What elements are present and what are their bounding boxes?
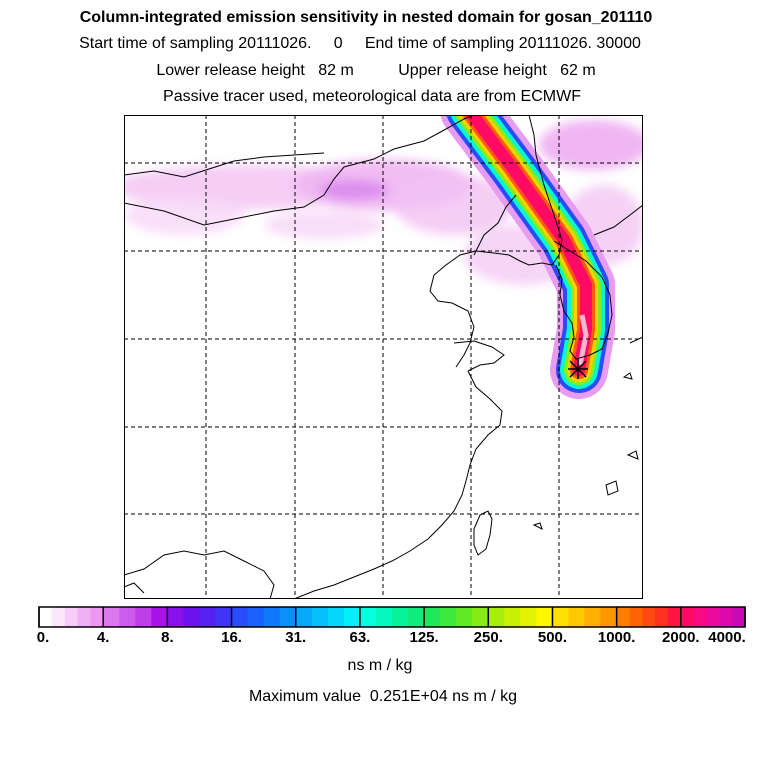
colorbar-swatch — [472, 607, 489, 627]
colorbar-swatch — [732, 607, 746, 627]
colorbar-tick-label: 8. — [161, 629, 174, 646]
colorbar-tick-label: 125. — [409, 629, 439, 646]
colorbar-swatch — [440, 607, 457, 627]
release-heights: Lower release height 82 m Upper release … — [156, 62, 596, 79]
colorbar-units: ns m / kg — [347, 657, 413, 674]
colorbar-tick-label: 63. — [349, 629, 371, 646]
colorbar-swatch — [629, 607, 643, 627]
colorbar-swatch — [231, 607, 249, 627]
colorbar-swatch — [552, 607, 569, 627]
colorbar-swatch — [642, 607, 656, 627]
colorbar-swatch — [568, 607, 586, 627]
sensitivity-field-low — [124, 120, 643, 285]
colorbar-swatch — [536, 607, 553, 627]
colorbar-swatch — [424, 607, 441, 627]
colorbar-swatch — [600, 607, 618, 627]
colorbar-swatch — [680, 607, 695, 627]
colorbar-swatch — [375, 607, 393, 627]
colorbar-swatch — [311, 607, 329, 627]
colorbar-tick-label: 4. — [96, 629, 110, 646]
colorbar-tick-label: 500. — [537, 629, 568, 646]
colorbar-swatch — [667, 607, 682, 627]
colorbar-swatch — [199, 607, 216, 627]
grid-lines — [124, 115, 643, 599]
colorbar-swatch — [392, 607, 409, 627]
colorbar-swatch — [247, 607, 265, 627]
colorbar-tick-label: 16. — [221, 629, 242, 646]
colorbar — [38, 606, 746, 628]
star-marker-icon — [568, 359, 588, 379]
colorbar-swatch — [343, 607, 361, 627]
colorbar-swatch — [51, 607, 66, 627]
tracer-info: Passive tracer used, meteorological data… — [163, 88, 581, 105]
colorbar-swatch — [520, 607, 537, 627]
sensitivity-plume — [440, 115, 615, 399]
colorbar-swatch — [408, 607, 425, 627]
colorbar-swatch — [693, 607, 707, 627]
colorbar-swatch — [215, 607, 233, 627]
colorbar-swatch — [103, 607, 120, 627]
colorbar-tick-label: 1000. — [597, 629, 636, 646]
colorbar-tick-label: 0. — [36, 629, 50, 646]
colorbar-swatch — [456, 607, 473, 627]
colorbar-swatch — [167, 607, 184, 627]
colorbar-swatch — [119, 607, 136, 627]
colorbar-swatch — [295, 607, 313, 627]
colorbar-swatch — [77, 607, 91, 627]
maximum-value: Maximum value 0.251E+04 ns m / kg — [248, 688, 518, 705]
colorbar-swatch — [151, 607, 168, 627]
colorbar-swatch — [584, 607, 602, 627]
colorbar-swatch — [263, 607, 281, 627]
colorbar-swatch — [719, 607, 733, 627]
colorbar-swatch — [616, 607, 630, 627]
colorbar-tick-label: 250. — [473, 629, 503, 646]
colorbar-swatch — [90, 607, 104, 627]
colorbar-swatch — [279, 607, 297, 627]
colorbar-swatch — [655, 607, 669, 627]
colorbar-swatch — [39, 607, 53, 627]
colorbar-swatch — [706, 607, 720, 627]
map-panel — [124, 115, 643, 599]
sampling-times: Start time of sampling 20111026. 0 End t… — [79, 35, 641, 52]
colorbar-tick-label: 2000. — [662, 629, 700, 646]
colorbar-swatch — [488, 607, 505, 627]
plot-title: Column-integrated emission sensitivity i… — [79, 9, 653, 26]
colorbar-swatch — [504, 607, 521, 627]
colorbar-swatch — [183, 607, 200, 627]
colorbar-swatch — [135, 607, 152, 627]
colorbar-tick-label: 4000. — [708, 629, 746, 646]
colorbar-frame — [38, 606, 746, 628]
colorbar-swatch — [359, 607, 377, 627]
colorbar-swatch — [64, 607, 79, 627]
coastlines — [124, 115, 643, 599]
colorbar-swatch — [327, 607, 345, 627]
colorbar-tick-label: 31. — [285, 629, 307, 646]
